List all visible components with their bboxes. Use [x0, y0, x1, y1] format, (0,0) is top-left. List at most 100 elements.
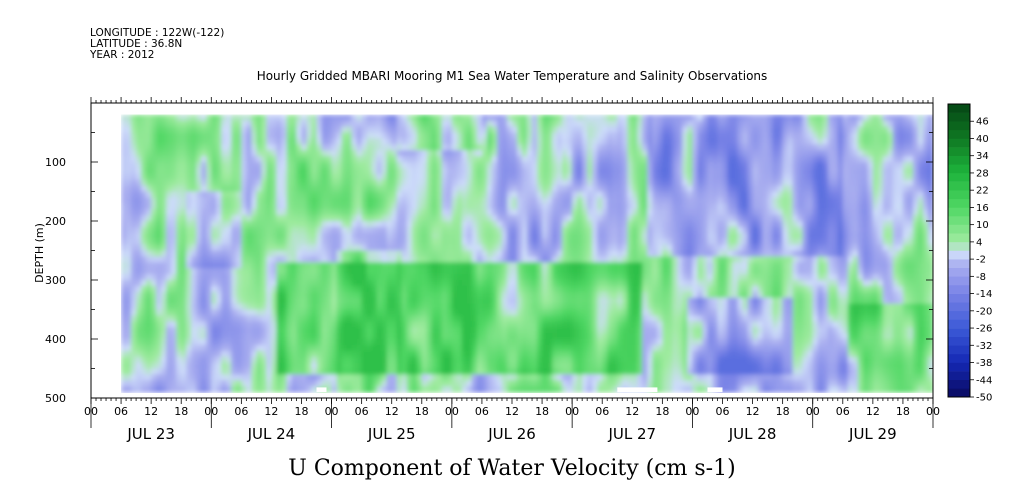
- heatmap-cell: [331, 356, 338, 364]
- heatmap-cell: [231, 374, 237, 381]
- heatmap-cell: [136, 238, 142, 246]
- heatmap-cell: [486, 244, 493, 252]
- heatmap-cell: [291, 285, 298, 293]
- heatmap-cell: [471, 321, 478, 328]
- heatmap-cell: [246, 126, 252, 134]
- heatmap-cell: [146, 297, 152, 305]
- heatmap-cell: [391, 114, 398, 122]
- heatmap-cell: [597, 120, 603, 128]
- heatmap-cell: [572, 280, 578, 287]
- heatmap-cell: [517, 327, 523, 334]
- heatmap-cell: [431, 120, 438, 128]
- heatmap-cell: [436, 144, 443, 151]
- heatmap-cell: [537, 167, 543, 175]
- heatmap-cell: [381, 321, 388, 328]
- heatmap-cell: [231, 238, 237, 246]
- heatmap-cell: [481, 150, 488, 157]
- heatmap-cell: [632, 380, 638, 387]
- heatmap-cell: [146, 114, 152, 122]
- heatmap-cell: [466, 185, 473, 193]
- heatmap-cell: [517, 179, 523, 187]
- heatmap-cell: [622, 162, 628, 169]
- heatmap-cell: [366, 215, 373, 222]
- heatmap-cell: [316, 333, 323, 340]
- heatmap-cell: [607, 285, 613, 293]
- heatmap-cell: [446, 232, 453, 240]
- heatmap-cell: [481, 221, 488, 228]
- heatmap-cell: [246, 144, 252, 151]
- heatmap-cell: [341, 221, 348, 228]
- heatmap-cell: [537, 244, 543, 252]
- heatmap-cell: [381, 333, 388, 340]
- heatmap-cell: [522, 120, 528, 128]
- heatmap-cell: [567, 333, 573, 340]
- heatmap-cell: [321, 327, 328, 334]
- heatmap-cell: [456, 250, 463, 257]
- heatmap-cell: [396, 333, 403, 340]
- heatmap-cell: [161, 315, 167, 322]
- heatmap-cell: [647, 297, 653, 305]
- heatmap-cell: [557, 197, 563, 204]
- heatmap-cell: [371, 238, 378, 246]
- heatmap-cell: [276, 120, 282, 128]
- heatmap-cell: [522, 280, 528, 287]
- heatmap-cell: [607, 274, 613, 281]
- heatmap-cell: [351, 138, 358, 145]
- heatmap-cell: [436, 250, 443, 257]
- heatmap-cell: [497, 268, 503, 275]
- heatmap-cell: [497, 221, 503, 228]
- heatmap-cell: [306, 215, 313, 222]
- heatmap-cell: [471, 386, 478, 393]
- heatmap-cell: [316, 250, 323, 257]
- heatmap-cell: [301, 268, 308, 275]
- heatmap-cell: [416, 386, 423, 393]
- heatmap-cell: [176, 262, 182, 269]
- heatmap-cell: [416, 209, 423, 216]
- heatmap-cell: [622, 203, 628, 210]
- heatmap-cell: [587, 380, 593, 387]
- heatmap-cell: [617, 297, 623, 305]
- heatmap-cell: [386, 215, 393, 222]
- heatmap-cell: [271, 374, 277, 381]
- heatmap-cell: [326, 209, 333, 216]
- heatmap-cell: [121, 291, 127, 299]
- heatmap-cell: [181, 297, 187, 305]
- heatmap-cell: [471, 268, 478, 275]
- heatmap-cell: [642, 339, 648, 346]
- heatmap-cell: [642, 250, 648, 257]
- heatmap-cell: [361, 150, 368, 157]
- heatmap-cell: [476, 197, 483, 204]
- heatmap-cell: [592, 268, 598, 275]
- heatmap-cell: [306, 138, 313, 145]
- heatmap-cell: [481, 179, 488, 187]
- heatmap-cell: [246, 191, 252, 198]
- heatmap-cell: [166, 309, 172, 316]
- heatmap-cell: [241, 321, 247, 328]
- heatmap-cell: [336, 374, 343, 381]
- heatmap-cell: [356, 250, 363, 257]
- heatmap-cell: [497, 144, 503, 151]
- heatmap-cell: [356, 144, 363, 151]
- heatmap-cell: [507, 339, 513, 346]
- heatmap-cell: [296, 185, 303, 193]
- heatmap-cell: [411, 221, 418, 228]
- heatmap-cell: [286, 356, 293, 364]
- heatmap-cell: [486, 327, 493, 334]
- heatmap-cell: [572, 315, 578, 322]
- heatmap-cell: [336, 114, 343, 122]
- heatmap-cell: [436, 191, 443, 198]
- heatmap-cell: [441, 167, 448, 175]
- heatmap-cell: [266, 291, 272, 299]
- heatmap-cell: [642, 315, 648, 322]
- heatmap-cell: [286, 162, 293, 169]
- heatmap-cell: [131, 185, 137, 193]
- heatmap-cell: [446, 274, 453, 281]
- heatmap-cell: [602, 156, 608, 163]
- heatmap-cell: [376, 339, 383, 346]
- heatmap-cell: [652, 150, 658, 157]
- heatmap-cell: [451, 215, 458, 222]
- heatmap-cell: [166, 327, 172, 334]
- heatmap-cell: [612, 197, 618, 204]
- heatmap-cell: [627, 291, 633, 299]
- heatmap-cell: [421, 244, 428, 252]
